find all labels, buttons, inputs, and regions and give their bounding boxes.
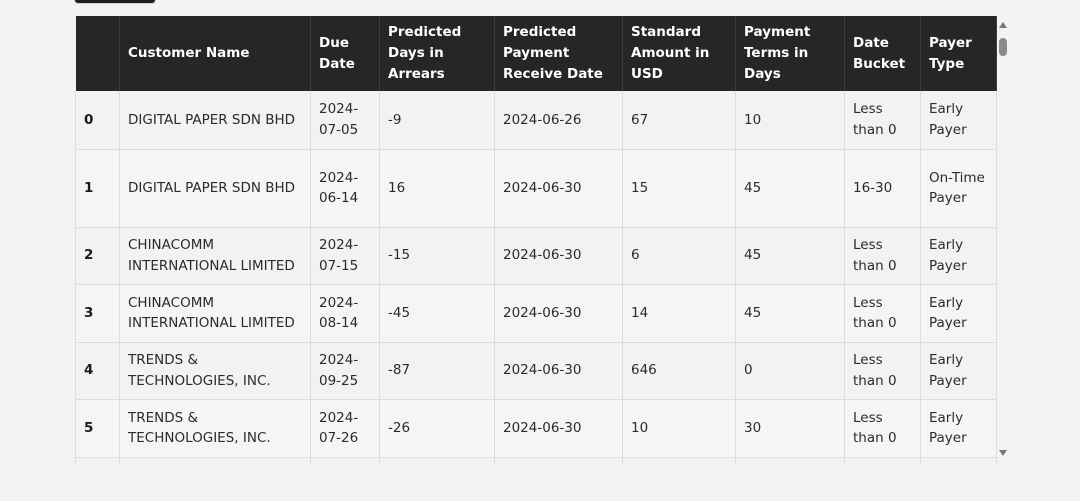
cell-index: 0	[75, 91, 120, 150]
cell-due-date: 2024-09-25	[310, 342, 380, 400]
cell-predicted-payment-receive-date: 2024-06-30	[494, 342, 623, 400]
cell-date-bucket: Less than 0	[844, 399, 921, 458]
cell-payment-terms-in-days: 30	[735, 399, 845, 458]
column-header-index[interactable]	[75, 16, 120, 91]
table-row[interactable]: 6	[75, 457, 997, 464]
table-row[interactable]: 1 DIGITAL PAPER SDN BHD 2024-06-14 16 2024-0…	[75, 149, 997, 228]
table-viewport: Customer Name Due Date Predicted Days in A…	[75, 16, 1012, 464]
cell-standard-amount-in-usd: 15	[622, 149, 736, 228]
table-header: Customer Name Due Date Predicted Days in A…	[75, 16, 997, 91]
cell-date-bucket: 16-30	[844, 149, 921, 228]
cell-payer-type: Early Payer	[920, 227, 997, 285]
cell-payer-type: Early Payer	[920, 284, 997, 343]
cell-date-bucket: Less than 0	[844, 227, 921, 285]
cell-due-date: 2024-07-26	[310, 399, 380, 458]
cell-customer-name: TRENDS & TECHNOLOGIES, INC.	[119, 399, 311, 458]
cell-predicted-days-in-arrears: -9	[379, 91, 495, 150]
cell-index: 6	[75, 457, 120, 464]
cell-payment-terms-in-days: 45	[735, 284, 845, 343]
cell-standard-amount-in-usd	[622, 457, 736, 464]
cell-index: 2	[75, 227, 120, 285]
cell-due-date: 2024-06-14	[310, 149, 380, 228]
cell-date-bucket	[844, 457, 921, 464]
cell-predicted-payment-receive-date: 2024-06-30	[494, 227, 623, 285]
cell-due-date: 2024-08-14	[310, 284, 380, 343]
top-button-partial[interactable]	[74, 0, 156, 4]
cell-payment-terms-in-days: 0	[735, 342, 845, 400]
cell-predicted-payment-receive-date	[494, 457, 623, 464]
cell-predicted-days-in-arrears: -15	[379, 227, 495, 285]
table-row[interactable]: 2 CHINACOMM INTERNATIONAL LIMITED 2024-07-…	[75, 227, 997, 285]
cell-customer-name: CHINACOMM INTERNATIONAL LIMITED	[119, 227, 311, 285]
cell-due-date	[310, 457, 380, 464]
cell-index: 3	[75, 284, 120, 343]
cell-index: 1	[75, 149, 120, 228]
cell-payer-type	[920, 457, 997, 464]
cell-customer-name: TRENDS & TECHNOLOGIES, INC.	[119, 342, 311, 400]
cell-predicted-days-in-arrears: -45	[379, 284, 495, 343]
scroll-up-icon[interactable]	[999, 22, 1007, 28]
cell-date-bucket: Less than 0	[844, 284, 921, 343]
column-header-due-date[interactable]: Due Date	[310, 16, 380, 91]
column-header-payment-terms-in-days[interactable]: Payment Terms in Days	[735, 16, 845, 91]
column-header-customer-name[interactable]: Customer Name	[119, 16, 311, 91]
cell-payer-type: Early Payer	[920, 342, 997, 400]
cell-payment-terms-in-days: 45	[735, 149, 845, 228]
cell-customer-name	[119, 457, 311, 464]
cell-due-date: 2024-07-15	[310, 227, 380, 285]
cell-predicted-payment-receive-date: 2024-06-26	[494, 91, 623, 150]
header-row: Customer Name Due Date Predicted Days in A…	[75, 16, 997, 91]
cell-customer-name: CHINACOMM INTERNATIONAL LIMITED	[119, 284, 311, 343]
cell-customer-name: DIGITAL PAPER SDN BHD	[119, 91, 311, 150]
cell-predicted-days-in-arrears: -26	[379, 399, 495, 458]
cell-customer-name: DIGITAL PAPER SDN BHD	[119, 149, 311, 228]
column-header-predicted-payment-receive-date[interactable]: Predicted Payment Receive Date	[494, 16, 623, 91]
column-header-predicted-days-in-arrears[interactable]: Predicted Days in Arrears	[379, 16, 495, 91]
cell-predicted-days-in-arrears: -87	[379, 342, 495, 400]
cell-predicted-days-in-arrears	[379, 457, 495, 464]
column-header-payer-type[interactable]: Payer Type	[920, 16, 997, 91]
cell-standard-amount-in-usd: 646	[622, 342, 736, 400]
column-header-date-bucket[interactable]: Date Bucket	[844, 16, 921, 91]
cell-date-bucket: Less than 0	[844, 91, 921, 150]
cell-due-date: 2024-07-05	[310, 91, 380, 150]
vertical-scrollbar[interactable]	[996, 16, 1012, 464]
cell-payment-terms-in-days	[735, 457, 845, 464]
table-row[interactable]: 3 CHINACOMM INTERNATIONAL LIMITED 2024-08-…	[75, 284, 997, 343]
scroll-thumb[interactable]	[999, 38, 1007, 56]
table-row[interactable]: 4 TRENDS & TECHNOLOGIES, INC. 2024-09-25 -8…	[75, 342, 997, 400]
cell-payment-terms-in-days: 10	[735, 91, 845, 150]
cell-standard-amount-in-usd: 67	[622, 91, 736, 150]
cell-predicted-payment-receive-date: 2024-06-30	[494, 399, 623, 458]
cell-predicted-payment-receive-date: 2024-06-30	[494, 149, 623, 228]
cell-payer-type: On-Time Payer	[920, 149, 997, 228]
cell-payment-terms-in-days: 45	[735, 227, 845, 285]
column-header-standard-amount-in-usd[interactable]: Standard Amount in USD	[622, 16, 736, 91]
scroll-down-icon[interactable]	[999, 450, 1007, 456]
table-row[interactable]: 5 TRENDS & TECHNOLOGIES, INC. 2024-07-26 -2…	[75, 399, 997, 458]
data-table: Customer Name Due Date Predicted Days in A…	[75, 16, 997, 464]
cell-date-bucket: Less than 0	[844, 342, 921, 400]
cell-payer-type: Early Payer	[920, 91, 997, 150]
cell-predicted-payment-receive-date: 2024-06-30	[494, 284, 623, 343]
cell-index: 4	[75, 342, 120, 400]
table-row[interactable]: 0 DIGITAL PAPER SDN BHD 2024-07-05 -9 2024-0…	[75, 91, 997, 150]
cell-index: 5	[75, 399, 120, 458]
cell-standard-amount-in-usd: 10	[622, 399, 736, 458]
cell-standard-amount-in-usd: 14	[622, 284, 736, 343]
cell-standard-amount-in-usd: 6	[622, 227, 736, 285]
table-body: 0 DIGITAL PAPER SDN BHD 2024-07-05 -9 2024-0…	[75, 91, 997, 464]
cell-predicted-days-in-arrears: 16	[379, 149, 495, 228]
cell-payer-type: Early Payer	[920, 399, 997, 458]
